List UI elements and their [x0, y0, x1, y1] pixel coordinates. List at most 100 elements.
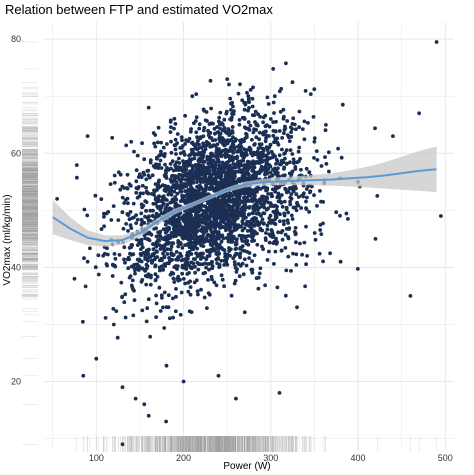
data-point — [303, 284, 307, 289]
data-point — [253, 109, 258, 114]
data-point — [217, 262, 222, 267]
data-point — [245, 170, 250, 175]
data-point — [318, 228, 323, 232]
data-point — [280, 229, 285, 233]
data-point — [227, 195, 232, 200]
data-point — [180, 138, 184, 143]
data-point — [260, 159, 265, 164]
data-point — [223, 155, 228, 159]
data-point — [297, 125, 301, 130]
data-point — [289, 213, 294, 218]
data-point — [205, 306, 209, 310]
data-point — [247, 256, 252, 260]
data-point — [204, 143, 209, 148]
data-point — [234, 156, 238, 161]
data-point — [255, 203, 259, 208]
data-point — [256, 198, 260, 203]
data-point — [125, 196, 130, 201]
data-point — [228, 96, 233, 101]
data-point — [245, 90, 249, 95]
data-point — [99, 197, 104, 202]
data-point — [225, 200, 229, 205]
data-point — [319, 232, 324, 237]
data-point — [227, 246, 231, 250]
data-point — [195, 246, 200, 251]
data-point — [153, 201, 158, 206]
data-point — [157, 233, 162, 238]
data-point — [289, 192, 294, 197]
data-point — [194, 213, 198, 218]
data-point — [150, 173, 155, 178]
data-point — [110, 135, 115, 140]
data-point — [174, 180, 179, 185]
data-point — [375, 194, 380, 198]
data-point — [96, 253, 101, 258]
data-point — [237, 122, 242, 127]
data-point — [230, 111, 235, 116]
data-point — [178, 232, 182, 237]
data-point — [297, 109, 302, 114]
data-point — [373, 126, 377, 131]
data-point — [215, 125, 219, 129]
data-point — [278, 109, 283, 114]
data-point — [312, 87, 317, 92]
data-point — [240, 189, 245, 194]
data-point — [163, 242, 168, 247]
data-point — [290, 122, 295, 126]
data-point — [201, 251, 205, 256]
data-point — [199, 194, 204, 199]
data-point — [173, 147, 178, 152]
data-point — [184, 226, 189, 231]
data-point — [185, 181, 190, 186]
data-point — [290, 187, 295, 192]
data-point — [169, 186, 174, 191]
data-point — [153, 144, 158, 149]
data-point — [165, 202, 170, 207]
data-point — [149, 192, 154, 196]
data-point — [272, 262, 276, 266]
data-point — [152, 257, 157, 262]
data-point — [93, 265, 98, 270]
data-point — [231, 256, 236, 261]
data-point — [265, 123, 269, 127]
data-point — [244, 223, 249, 227]
data-point — [236, 165, 241, 170]
data-point — [194, 130, 199, 135]
data-point — [254, 135, 259, 140]
data-point — [266, 200, 271, 205]
data-point — [266, 192, 271, 196]
data-point — [245, 126, 250, 131]
data-point — [208, 172, 213, 177]
data-point — [140, 245, 145, 250]
data-point — [110, 274, 115, 278]
data-point — [266, 102, 271, 106]
data-point — [250, 239, 254, 244]
data-point — [243, 235, 248, 240]
data-point — [139, 202, 144, 207]
data-point — [155, 274, 160, 279]
data-point — [207, 267, 211, 272]
data-point — [250, 113, 255, 117]
data-point — [305, 195, 309, 200]
data-point — [215, 142, 220, 147]
data-point — [128, 210, 133, 214]
data-point — [165, 142, 169, 146]
data-point — [261, 185, 266, 190]
data-point — [198, 183, 202, 188]
data-point — [181, 236, 186, 241]
data-point — [224, 260, 229, 264]
data-point — [250, 137, 254, 142]
data-point — [160, 258, 164, 263]
data-point — [127, 275, 132, 280]
data-point — [208, 145, 213, 149]
data-point — [150, 261, 154, 265]
data-point — [176, 255, 181, 259]
data-point — [207, 262, 212, 266]
data-point — [281, 219, 286, 224]
data-point — [236, 194, 240, 198]
data-point — [217, 251, 222, 256]
data-point — [146, 297, 151, 302]
data-point — [242, 226, 247, 231]
data-point — [133, 268, 137, 273]
data-point — [289, 269, 293, 273]
